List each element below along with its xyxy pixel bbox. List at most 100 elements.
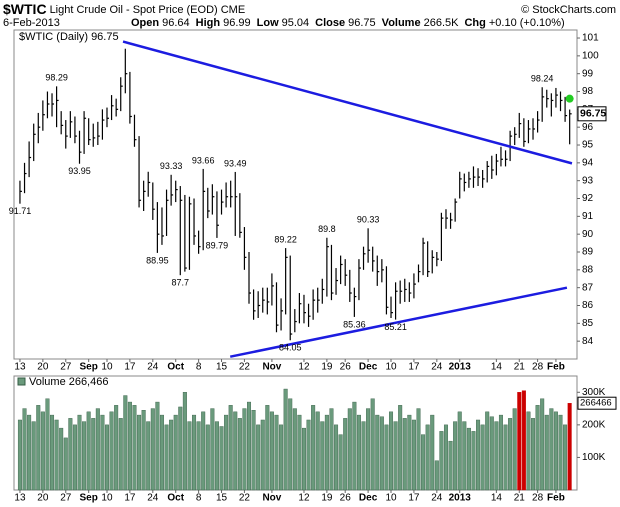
volume-bar xyxy=(100,414,105,491)
volume-bar xyxy=(558,414,563,491)
price-annotation: 89.8 xyxy=(318,224,336,234)
volume-bar xyxy=(247,401,252,491)
volume-bar xyxy=(31,421,36,491)
volume-bar xyxy=(68,418,73,491)
volume-bar xyxy=(169,419,174,491)
credit: © StockCharts.com xyxy=(521,4,616,16)
volume-bar xyxy=(269,411,274,491)
volume-y-tick-label: 200K xyxy=(582,419,606,430)
volume-bar xyxy=(109,411,114,491)
volume-legend: Volume 266,466 xyxy=(29,376,108,388)
volume-bar xyxy=(379,416,384,491)
last-volume-label: 266466 xyxy=(580,398,612,409)
price-annotation: 84.05 xyxy=(279,343,302,353)
chart-title: Light Crude Oil - Spot Price (EOD) CME xyxy=(50,4,246,16)
volume-bar xyxy=(219,426,224,491)
price-annotation: 93.95 xyxy=(68,166,91,176)
x-tick-label: 2013 xyxy=(449,362,472,373)
volume-legend-value: 266,466 xyxy=(69,376,109,388)
price-annotation: 87.7 xyxy=(172,278,190,288)
x-tick-label: 13 xyxy=(14,362,26,373)
x-tick-label: 20 xyxy=(37,493,49,504)
y-tick-label: 94 xyxy=(582,157,594,168)
volume-bar xyxy=(251,410,256,491)
volume-bar xyxy=(210,408,215,491)
volume-bar xyxy=(150,408,155,491)
x-tick-label: Sep xyxy=(79,493,97,504)
volume-bar xyxy=(384,424,389,491)
x-tick-label: Nov xyxy=(262,493,281,504)
quote-value: 96.64 xyxy=(162,17,190,29)
volume-bar xyxy=(292,408,297,491)
volume-bar xyxy=(146,421,151,491)
y-tick-label: 89 xyxy=(582,247,594,258)
volume-bar xyxy=(114,405,119,491)
volume-bar xyxy=(237,418,242,491)
volume-bar xyxy=(224,414,229,491)
volume-bar xyxy=(366,408,371,491)
quote-label: High xyxy=(196,17,221,29)
volume-bar xyxy=(521,390,526,491)
x-tick-label: 10 xyxy=(385,362,397,373)
volume-bar xyxy=(462,421,467,491)
volume-bar xyxy=(178,406,183,491)
x-tick-label: Dec xyxy=(359,493,378,504)
price-annotation: 85.36 xyxy=(343,319,366,329)
volume-bar xyxy=(95,408,100,491)
x-tick-label: 15 xyxy=(216,493,228,504)
volume-y-tick-label: 300K xyxy=(582,387,606,398)
y-tick-label: 85 xyxy=(582,318,594,329)
x-tick-label: 24 xyxy=(147,362,159,373)
quote-label: Low xyxy=(257,17,279,29)
volume-bar xyxy=(549,408,554,491)
volume-bar xyxy=(182,392,187,491)
volume-bar xyxy=(40,411,45,491)
volume-bar xyxy=(439,431,444,491)
volume-bar xyxy=(544,414,549,491)
trendline xyxy=(229,286,568,358)
legend-label: $WTIC (Daily) xyxy=(19,31,88,43)
y-tick-label: 98 xyxy=(582,86,594,97)
y-tick-label: 92 xyxy=(582,193,594,204)
x-tick-label: Dec xyxy=(359,362,378,373)
y-tick-label: 101 xyxy=(582,33,599,44)
volume-bar xyxy=(434,460,439,491)
quote-label: Volume xyxy=(382,17,421,29)
volume-bar xyxy=(256,424,261,491)
volume-bar xyxy=(315,411,320,491)
quote-value: 96.99 xyxy=(223,17,251,29)
volume-y-tick-label: 100K xyxy=(582,452,606,463)
volume-bar xyxy=(416,408,421,491)
price-annotation: 93.49 xyxy=(224,158,247,168)
volume-bar xyxy=(563,424,568,491)
volume-bar xyxy=(159,414,164,491)
last-volume-box xyxy=(577,396,617,410)
y-tick-label: 100 xyxy=(582,50,599,61)
volume-bar xyxy=(498,414,503,491)
y-tick-label: 91 xyxy=(582,211,594,222)
volume-bar xyxy=(137,414,142,491)
x-tick-label: 15 xyxy=(216,362,228,373)
volume-bar xyxy=(448,440,453,491)
x-tick-label: Feb xyxy=(547,362,565,373)
x-tick-label: 10 xyxy=(101,493,113,504)
x-tick-label: 22 xyxy=(239,493,251,504)
volume-bar xyxy=(347,408,352,491)
volume-bar xyxy=(22,408,27,491)
x-tick-label: 26 xyxy=(340,493,352,504)
volume-bar xyxy=(512,408,517,491)
x-tick-label: Oct xyxy=(167,362,184,373)
volume-bar xyxy=(517,392,522,491)
volume-bar xyxy=(352,401,357,491)
volume-bar xyxy=(320,421,325,491)
x-tick-label: 27 xyxy=(60,493,72,504)
price-panel xyxy=(13,29,578,360)
x-tick-label: 24 xyxy=(431,493,443,504)
volume-bar xyxy=(398,405,403,491)
x-tick-label: 17 xyxy=(124,362,136,373)
volume-bar xyxy=(553,411,558,491)
volume-bar xyxy=(45,398,50,491)
volume-bar xyxy=(164,424,169,491)
volume-bar xyxy=(141,410,146,491)
x-tick-label: 17 xyxy=(124,493,136,504)
